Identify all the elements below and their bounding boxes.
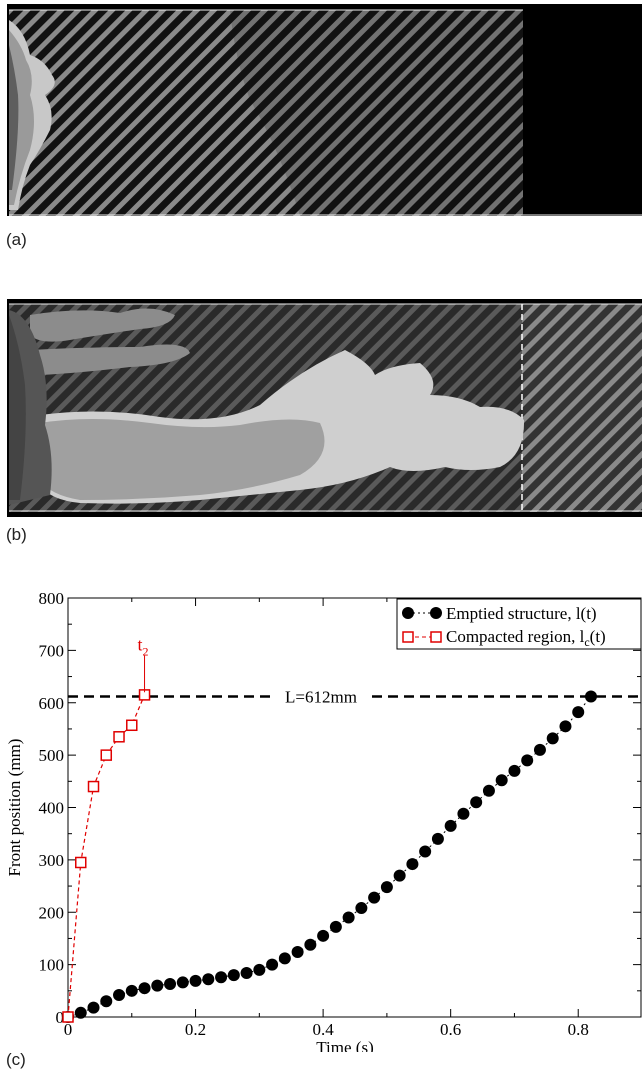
point-emptied-structure [125,984,138,997]
x-tick-label: 0.2 [185,1020,206,1039]
point-emptied-structure [495,774,508,787]
y-tick-label: 700 [39,641,65,660]
t2-annotation-sub: 2 [143,644,149,658]
x-tick-label: 0 [64,1020,73,1039]
x-tick-label: 0.6 [440,1020,461,1039]
point-emptied-structure [215,971,228,984]
point-emptied-structure [470,796,483,809]
panel-c-label: (c) [6,1050,26,1069]
point-compacted-region [113,731,125,743]
point-emptied-structure [572,706,585,719]
point-emptied-structure [482,784,495,797]
point-emptied-structure [380,881,393,894]
y-tick-label: 400 [39,799,65,818]
panel-a-image [7,4,642,216]
plot-frame [67,597,642,1018]
point-emptied-structure [559,720,572,733]
panel-b-image [7,299,642,517]
y-tick-label: 200 [39,903,65,922]
legend-label-compacted-sub: c [584,635,589,649]
x-tick-label: 0.4 [312,1020,334,1039]
point-emptied-structure [202,973,215,986]
point-compacted-region [100,749,113,761]
point-emptied-structure [444,819,457,832]
point-emptied-structure [431,832,444,845]
reference-label-bg [270,685,372,706]
x-axis-label: Time (s) [316,1038,373,1052]
front-position-chart: 0 100 200 300 400 500 600 700 800 0 0.2 0.4 0.6 0.8 L… [5,589,642,1052]
series-layer: t2 [62,634,597,1023]
legend-marker-emptied [402,607,414,619]
legend-marker-emptied [430,607,442,619]
point-emptied-structure [291,946,304,959]
point-emptied-structure [304,938,317,951]
point-emptied-structure [533,743,546,756]
panel-b-label: (b) [6,525,27,544]
point-emptied-structure [457,807,470,820]
point-emptied-structure [253,963,266,976]
point-compacted-region [62,1011,74,1023]
point-emptied-structure [164,978,177,991]
legend-marker-compacted [402,631,414,643]
y-tick-label: 600 [39,694,65,713]
y-tick-label: 300 [39,851,65,870]
point-emptied-structure [546,732,559,745]
series-emptied-line [67,696,592,1018]
reference-line-group: L=612mm [68,685,642,706]
point-emptied-structure [87,1001,100,1014]
chart-legend: Emptied structure, l(t) Compacted region,… [396,598,642,650]
point-emptied-structure [189,974,202,987]
point-emptied-structure [240,967,253,980]
x-tick-label: 0.8 [568,1020,589,1039]
axis-labels: Time (s) Front position (mm) [5,739,374,1052]
point-emptied-structure [138,982,151,995]
legend-label-compacted-tail: (t) [590,627,606,646]
point-emptied-structure [278,952,291,965]
point-emptied-structure [317,929,330,942]
point-emptied-structure [342,911,355,924]
point-emptied-structure [368,891,381,904]
series-compacted-line [67,694,146,1018]
point-emptied-structure [227,969,240,982]
point-emptied-structure [419,845,432,858]
point-emptied-structure [113,989,126,1002]
point-emptied-structure [406,858,419,871]
y-tick-label: 100 [39,956,65,975]
point-emptied-structure [521,754,534,767]
t2-annotation: t2 [138,634,149,658]
point-emptied-structure [355,902,368,915]
legend-label-emptied: Emptied structure, l(t) [446,604,597,623]
point-compacted-region [75,856,87,869]
point-emptied-structure [584,690,597,703]
point-compacted-region [126,719,138,732]
point-emptied-structure [329,920,342,933]
point-emptied-structure [266,958,279,971]
y-tick-label: 800 [39,589,65,608]
point-emptied-structure [74,1006,87,1019]
y-tick-label: 0 [56,1008,65,1027]
point-emptied-structure [176,976,189,989]
panel-a-label: (a) [6,230,27,249]
point-compacted-region [87,780,100,793]
legend-label-compacted: Compacted region, lc(t) [446,627,606,649]
legend-marker-compacted [430,631,442,643]
point-emptied-structure [393,869,406,882]
point-emptied-structure [100,995,113,1008]
y-axis-label: Front position (mm) [5,739,24,877]
point-emptied-structure [508,764,521,777]
point-emptied-structure [151,979,164,992]
y-tick-label: 500 [39,746,65,765]
chart-axes: 0 100 200 300 400 500 600 700 800 0 0.2 0.4 0.6 0.8 [39,589,642,1039]
reference-line-label: L=612mm [285,687,357,706]
